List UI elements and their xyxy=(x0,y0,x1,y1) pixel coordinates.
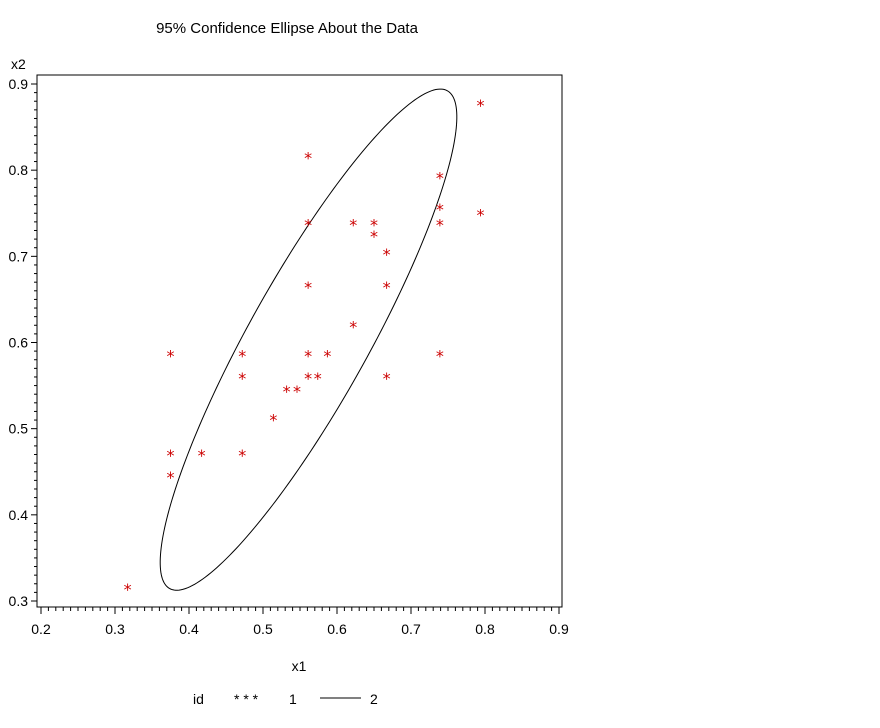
data-point: * xyxy=(477,205,485,224)
y-tick-label: 0.9 xyxy=(9,76,29,92)
x-tick-label: 0.7 xyxy=(401,621,421,637)
data-point: * xyxy=(304,216,312,235)
x-axis-label: x1 xyxy=(292,658,307,674)
data-points-layer: ********** ****** *************** xyxy=(124,96,485,599)
data-point: * xyxy=(124,580,132,599)
data-point: * xyxy=(323,347,331,366)
y-tick-label: 0.5 xyxy=(9,421,29,437)
data-point: * xyxy=(198,446,206,465)
x-tick-label: 0.5 xyxy=(253,621,273,637)
data-point: * xyxy=(436,200,444,219)
confidence-ellipse-layer xyxy=(159,88,458,591)
data-point: * xyxy=(383,245,391,264)
data-point: * xyxy=(283,382,291,401)
data-point: * xyxy=(370,227,378,246)
data-point: * xyxy=(238,446,246,465)
data-point: * xyxy=(436,347,444,366)
x-tick-label: 0.8 xyxy=(475,621,495,637)
confidence-ellipse xyxy=(159,88,458,591)
data-point: * xyxy=(238,369,246,388)
y-tick-label: 0.3 xyxy=(9,593,29,609)
data-point: * xyxy=(349,317,357,336)
data-point: * xyxy=(304,347,312,366)
x-tick-label: 0.4 xyxy=(179,621,199,637)
y-tick-label: 0.8 xyxy=(9,162,29,178)
data-point: * xyxy=(304,278,312,297)
x-tick-label: 0.2 xyxy=(31,621,51,637)
x-tick-label: 0.3 xyxy=(105,621,125,637)
plot-frame xyxy=(36,74,563,608)
data-point: * xyxy=(269,410,277,429)
data-point: * xyxy=(477,96,485,115)
data-point: * xyxy=(293,382,301,401)
legend-label-1: 1 xyxy=(289,691,297,707)
legend-label-2: 2 xyxy=(370,691,378,707)
data-point: * xyxy=(383,278,391,297)
x-tick-label: 0.9 xyxy=(549,621,569,637)
legend: id * * * 1 2 xyxy=(193,691,378,707)
data-point: * xyxy=(167,347,175,366)
data-point: * xyxy=(167,468,175,487)
data-point: * xyxy=(238,347,246,366)
legend-marker-1: * * * xyxy=(234,691,259,707)
y-tick-label: 0.6 xyxy=(9,335,29,351)
data-point: * xyxy=(370,216,378,235)
data-point: * xyxy=(167,446,175,465)
y-tick-label: 0.7 xyxy=(9,248,29,264)
legend-title: id xyxy=(193,691,204,707)
chart-title: 95% Confidence Ellipse About the Data xyxy=(156,20,418,37)
data-point: * xyxy=(383,369,391,388)
data-point: * xyxy=(436,216,444,235)
y-axis-label: x2 xyxy=(11,56,26,72)
x-tick-label: 0.6 xyxy=(327,621,347,637)
y-tick-label: 0.4 xyxy=(9,507,29,523)
y-axis: 0.3 0.4 0.5 0.6 0.7 0.8 0.9 xyxy=(9,76,37,609)
data-point: * xyxy=(304,149,312,168)
data-point: * xyxy=(314,369,322,388)
data-point: * xyxy=(436,168,444,187)
data-point: * xyxy=(349,216,357,235)
data-point: * xyxy=(304,369,312,388)
x-axis: 0.2 0.3 0.4 0.5 0.6 0.7 0.8 0.9 xyxy=(31,607,569,637)
